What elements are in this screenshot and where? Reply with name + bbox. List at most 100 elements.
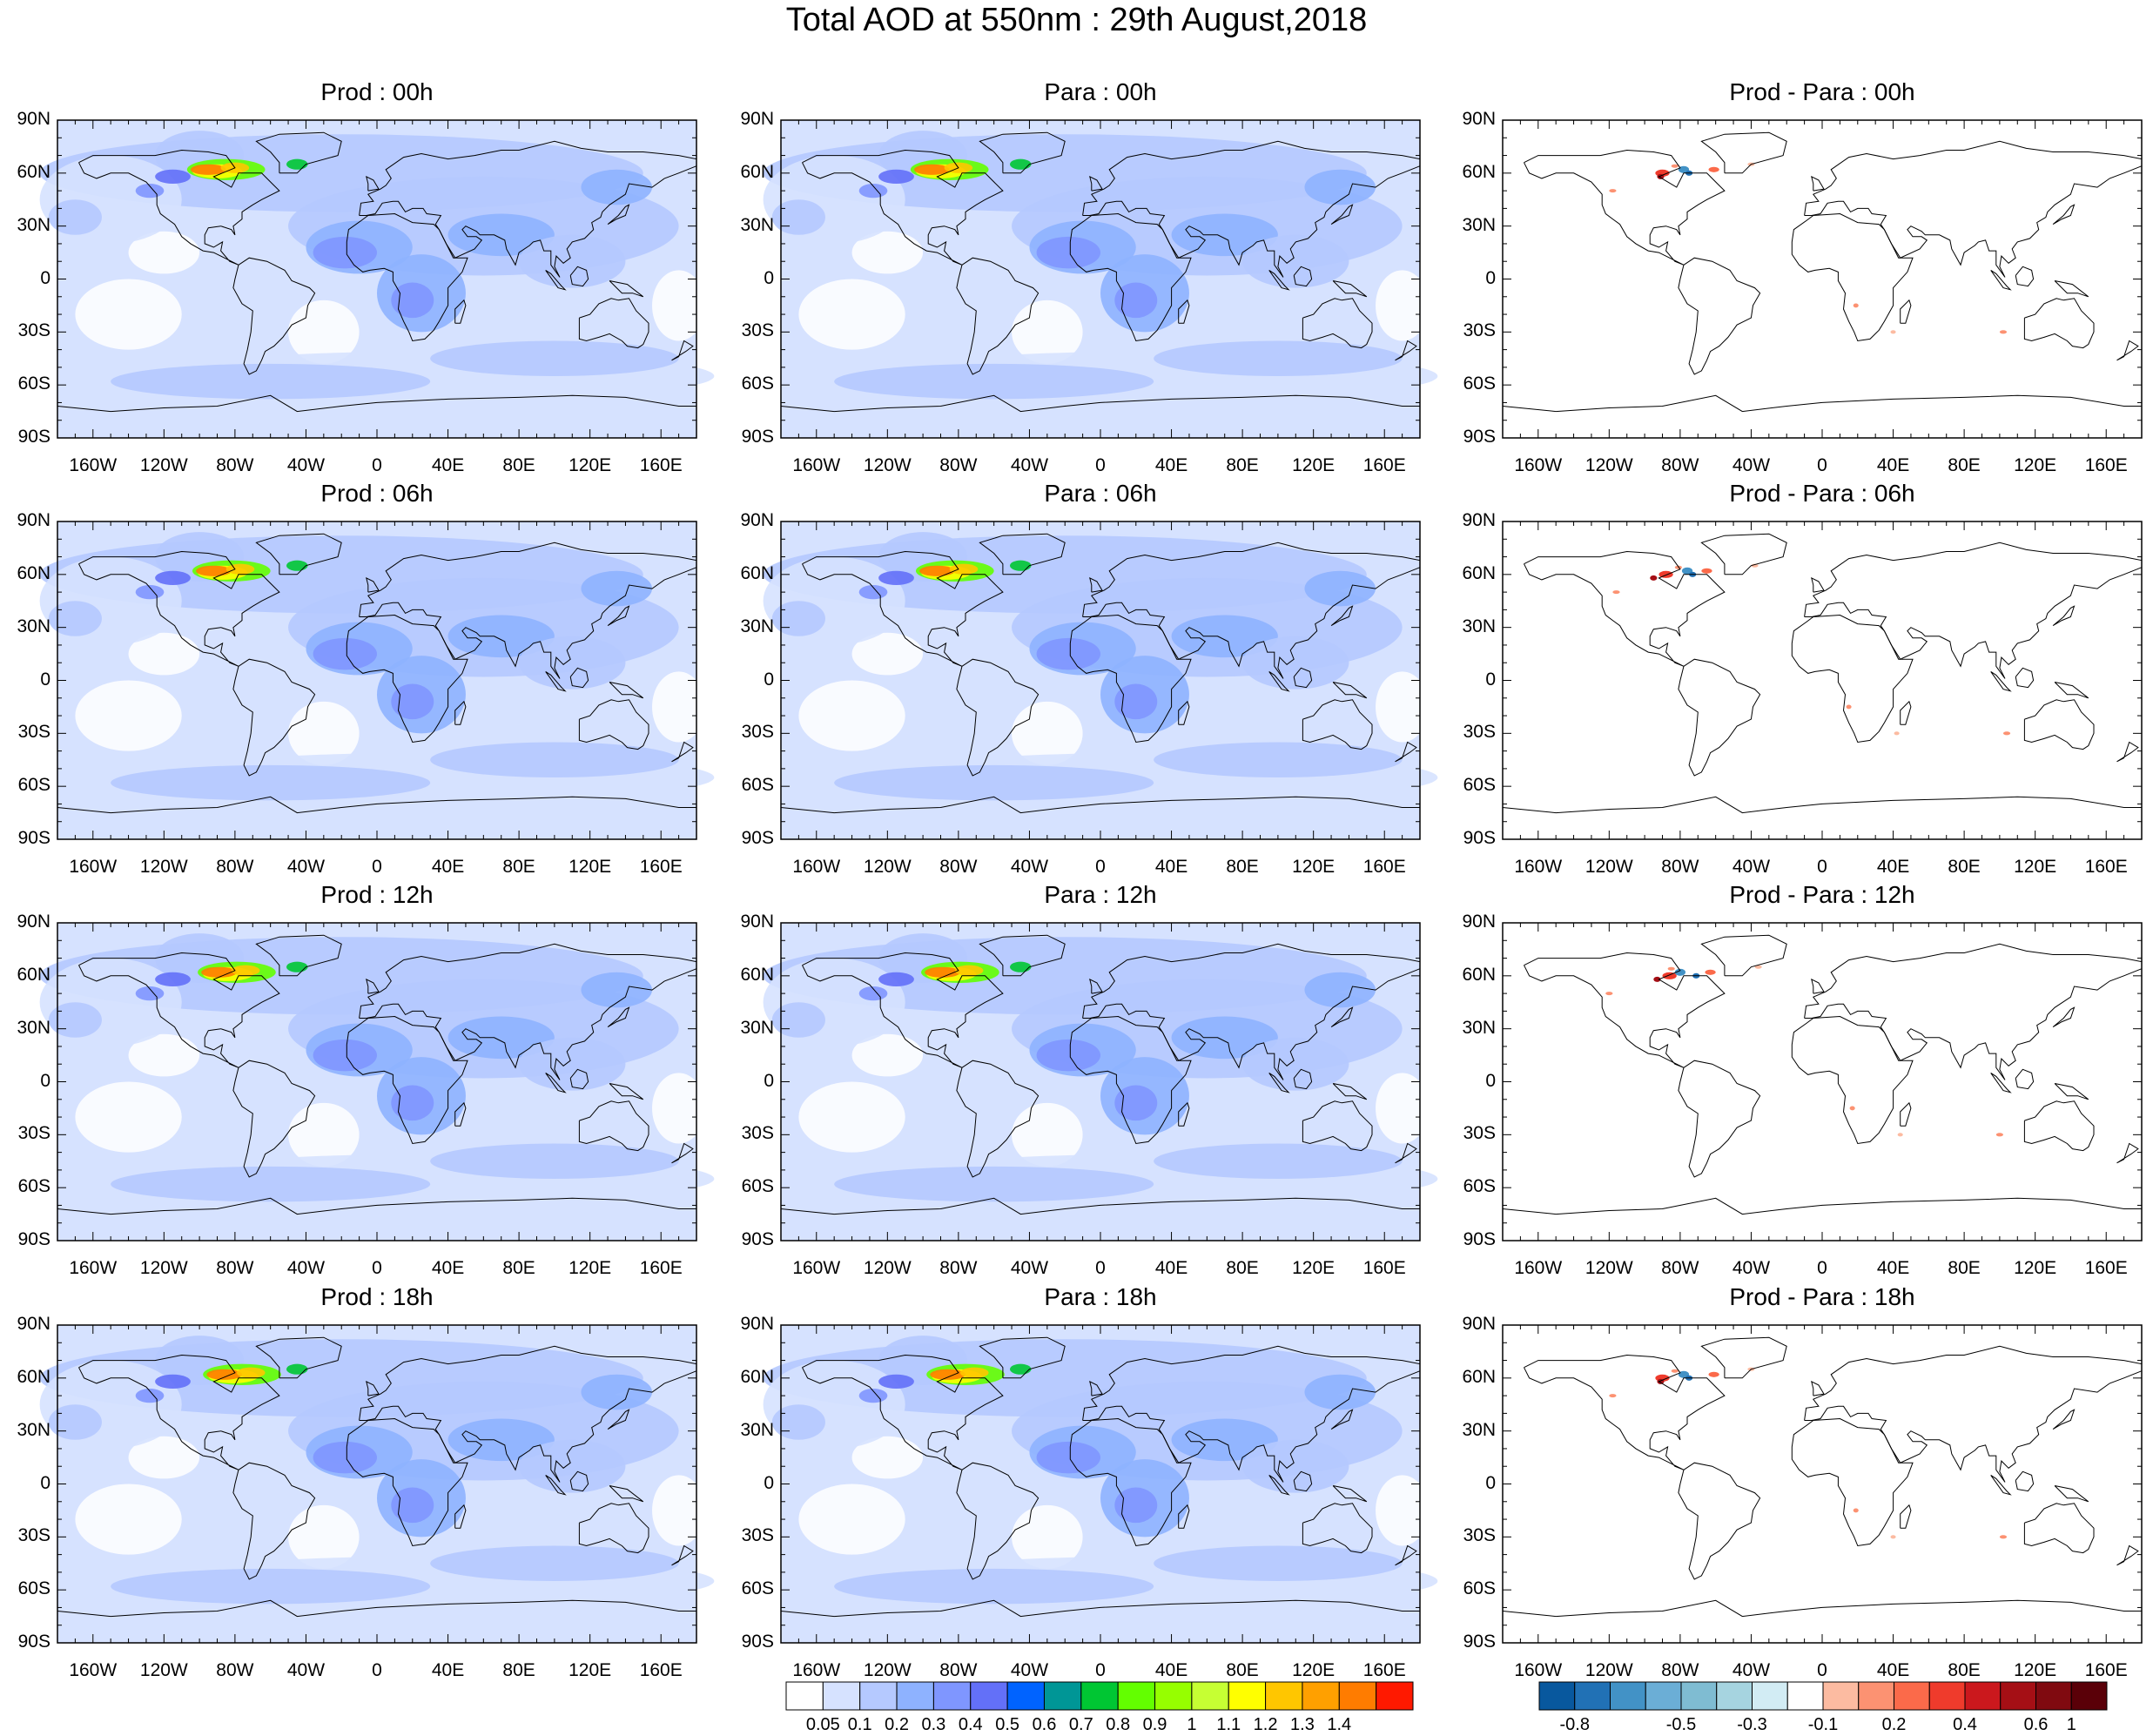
longitude-label: 40W: [286, 857, 326, 877]
latitude-label: 0: [40, 267, 50, 288]
aod-plume: [155, 169, 191, 184]
aod-plume: [1304, 972, 1376, 1008]
difference-spot: [1612, 590, 1620, 595]
longitude-label: 160E: [1362, 857, 1406, 877]
latitude-label: 0: [40, 1070, 50, 1091]
colorbar-swatch: [1752, 1681, 1788, 1711]
coastline: [1502, 1197, 2142, 1215]
latitude-label: 90N: [17, 912, 50, 932]
coastline: [255, 934, 342, 977]
colorbar-swatch: [859, 1681, 898, 1711]
coastline: [956, 658, 1039, 777]
coastline: [1302, 1100, 1373, 1152]
latitude-label: 0: [764, 267, 774, 288]
longitude-label: 160E: [639, 857, 683, 877]
colorbar-swatch: [1043, 1681, 1082, 1711]
coastline: [671, 1142, 694, 1164]
colorbar-swatch: [1786, 1681, 1824, 1711]
longitude-label: 160E: [1362, 1660, 1406, 1680]
latitude-label: 30N: [17, 214, 50, 235]
difference-spot: [2002, 731, 2011, 736]
latitude-label: 0: [40, 669, 50, 690]
coastline: [454, 299, 467, 324]
aod-map: [763, 119, 1438, 439]
coastline: [2015, 667, 2035, 689]
latitude-label: 90S: [741, 427, 774, 447]
coastline: [2054, 1083, 2089, 1100]
coastline: [1791, 212, 1914, 342]
aod-map: [763, 521, 1438, 840]
panel-title: Prod - Para : 00h: [1729, 78, 1915, 105]
colorbar-swatch: [1928, 1681, 1966, 1711]
coastline: [1332, 682, 1368, 699]
latitude-label: 30S: [17, 320, 50, 341]
aod-plume: [581, 972, 653, 1008]
coastline: [1678, 658, 1761, 777]
aod-map: [39, 922, 715, 1241]
coastline: [232, 1060, 316, 1178]
aod-plume: [1114, 1487, 1158, 1524]
coastline: [1700, 934, 1787, 977]
aod-plume: [878, 1374, 914, 1389]
longitude-label: 0: [1095, 1258, 1106, 1278]
latitude-label: 60S: [741, 373, 774, 394]
coastline: [78, 149, 280, 266]
latitude-label: 90S: [1463, 1632, 1496, 1652]
coastline: [1804, 140, 2143, 278]
difference-map: [1502, 1324, 2143, 1644]
aod-plume: [771, 199, 825, 235]
difference-spot: [1708, 1371, 1719, 1377]
aod-plume: [313, 1441, 377, 1474]
colorbar-tick-label: 0.2: [1881, 1715, 1907, 1734]
coastline: [1990, 1474, 2012, 1496]
coastline: [2052, 605, 2076, 627]
coastline: [1178, 1101, 1190, 1127]
aod-plume: [155, 972, 191, 986]
coastline: [366, 175, 380, 192]
colorbar-tick-label: 0.9: [1142, 1715, 1167, 1734]
latitude-label: 60S: [741, 775, 774, 796]
latitude-label: 0: [1485, 267, 1496, 288]
colorbar-swatch: [1716, 1681, 1753, 1711]
difference-spot: [1890, 330, 1896, 334]
coastline: [609, 682, 644, 699]
colorbar-tick-label: 1.2: [1253, 1715, 1278, 1734]
longitude-label: 120W: [139, 1258, 188, 1278]
coastline: [1069, 1015, 1192, 1145]
coastline: [1900, 700, 1912, 725]
coastline: [1302, 699, 1373, 750]
coastline: [1395, 1544, 1417, 1566]
panel-title: Prod : 12h: [320, 881, 434, 908]
longitude-label: 0: [1095, 1660, 1106, 1680]
difference-spot: [1605, 992, 1613, 996]
aod-plume: [1304, 1374, 1376, 1410]
coastline: [1332, 1083, 1368, 1100]
coastline: [1990, 670, 2012, 692]
longitude-label: 120W: [1584, 1258, 1633, 1278]
latitude-label: 90S: [741, 1632, 774, 1652]
longitude-label: 0: [372, 1258, 382, 1278]
longitude-label: 160W: [792, 857, 841, 877]
difference-spot: [1653, 976, 1661, 982]
coastline: [569, 266, 589, 287]
difference-spot: [1662, 972, 1677, 979]
aod-plume: [111, 764, 431, 801]
aod-plume: [430, 1545, 679, 1582]
latitude-label: 0: [1485, 1070, 1496, 1091]
aod-plume: [519, 636, 626, 690]
aod-plume: [430, 1143, 679, 1180]
aod-plume: [1154, 340, 1403, 377]
latitude-label: 0: [764, 669, 774, 690]
colorbar-swatch: [1154, 1681, 1193, 1711]
aod-plume: [959, 1367, 989, 1378]
latitude-label: 90N: [740, 109, 774, 129]
difference-map: [1502, 119, 2143, 439]
longitude-label: 160E: [639, 1258, 683, 1278]
panel-title: Prod : 06h: [320, 480, 434, 507]
latitude-label: 60S: [741, 1176, 774, 1197]
latitude-label: 90N: [740, 1314, 774, 1334]
coastline: [359, 542, 697, 679]
longitude-label: 40E: [1876, 1660, 1910, 1680]
coastline: [1089, 978, 1103, 994]
panel-title: Para : 12h: [1044, 881, 1157, 908]
